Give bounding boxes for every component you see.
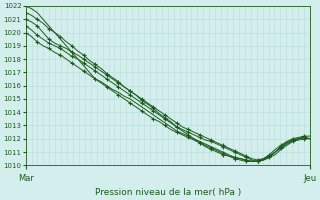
X-axis label: Pression niveau de la mer( hPa ): Pression niveau de la mer( hPa ): [95, 188, 241, 197]
